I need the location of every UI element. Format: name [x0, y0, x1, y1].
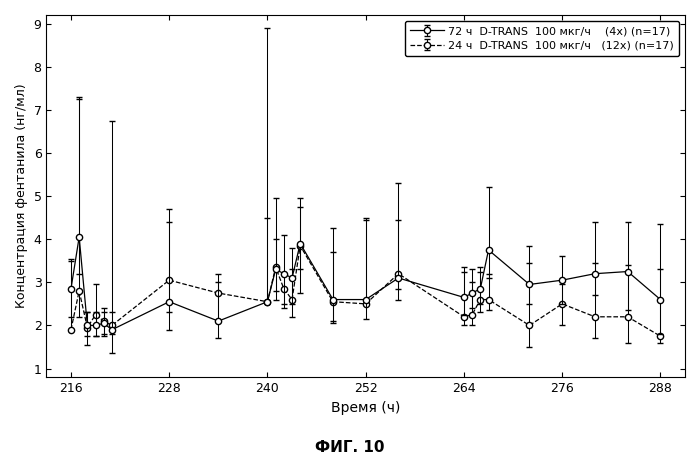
Legend: 72 ч  D-TRANS  100 мкг/ч    (4x) (n=17), 24 ч  D-TRANS  100 мкг/ч   (12x) (n=17): 72 ч D-TRANS 100 мкг/ч (4x) (n=17), 24 ч…: [405, 21, 680, 56]
Text: ФИГ. 10: ФИГ. 10: [315, 441, 385, 456]
X-axis label: Время (ч): Время (ч): [331, 401, 400, 414]
Y-axis label: Концентрация фентанила (нг/мл): Концентрация фентанила (нг/мл): [15, 84, 28, 308]
